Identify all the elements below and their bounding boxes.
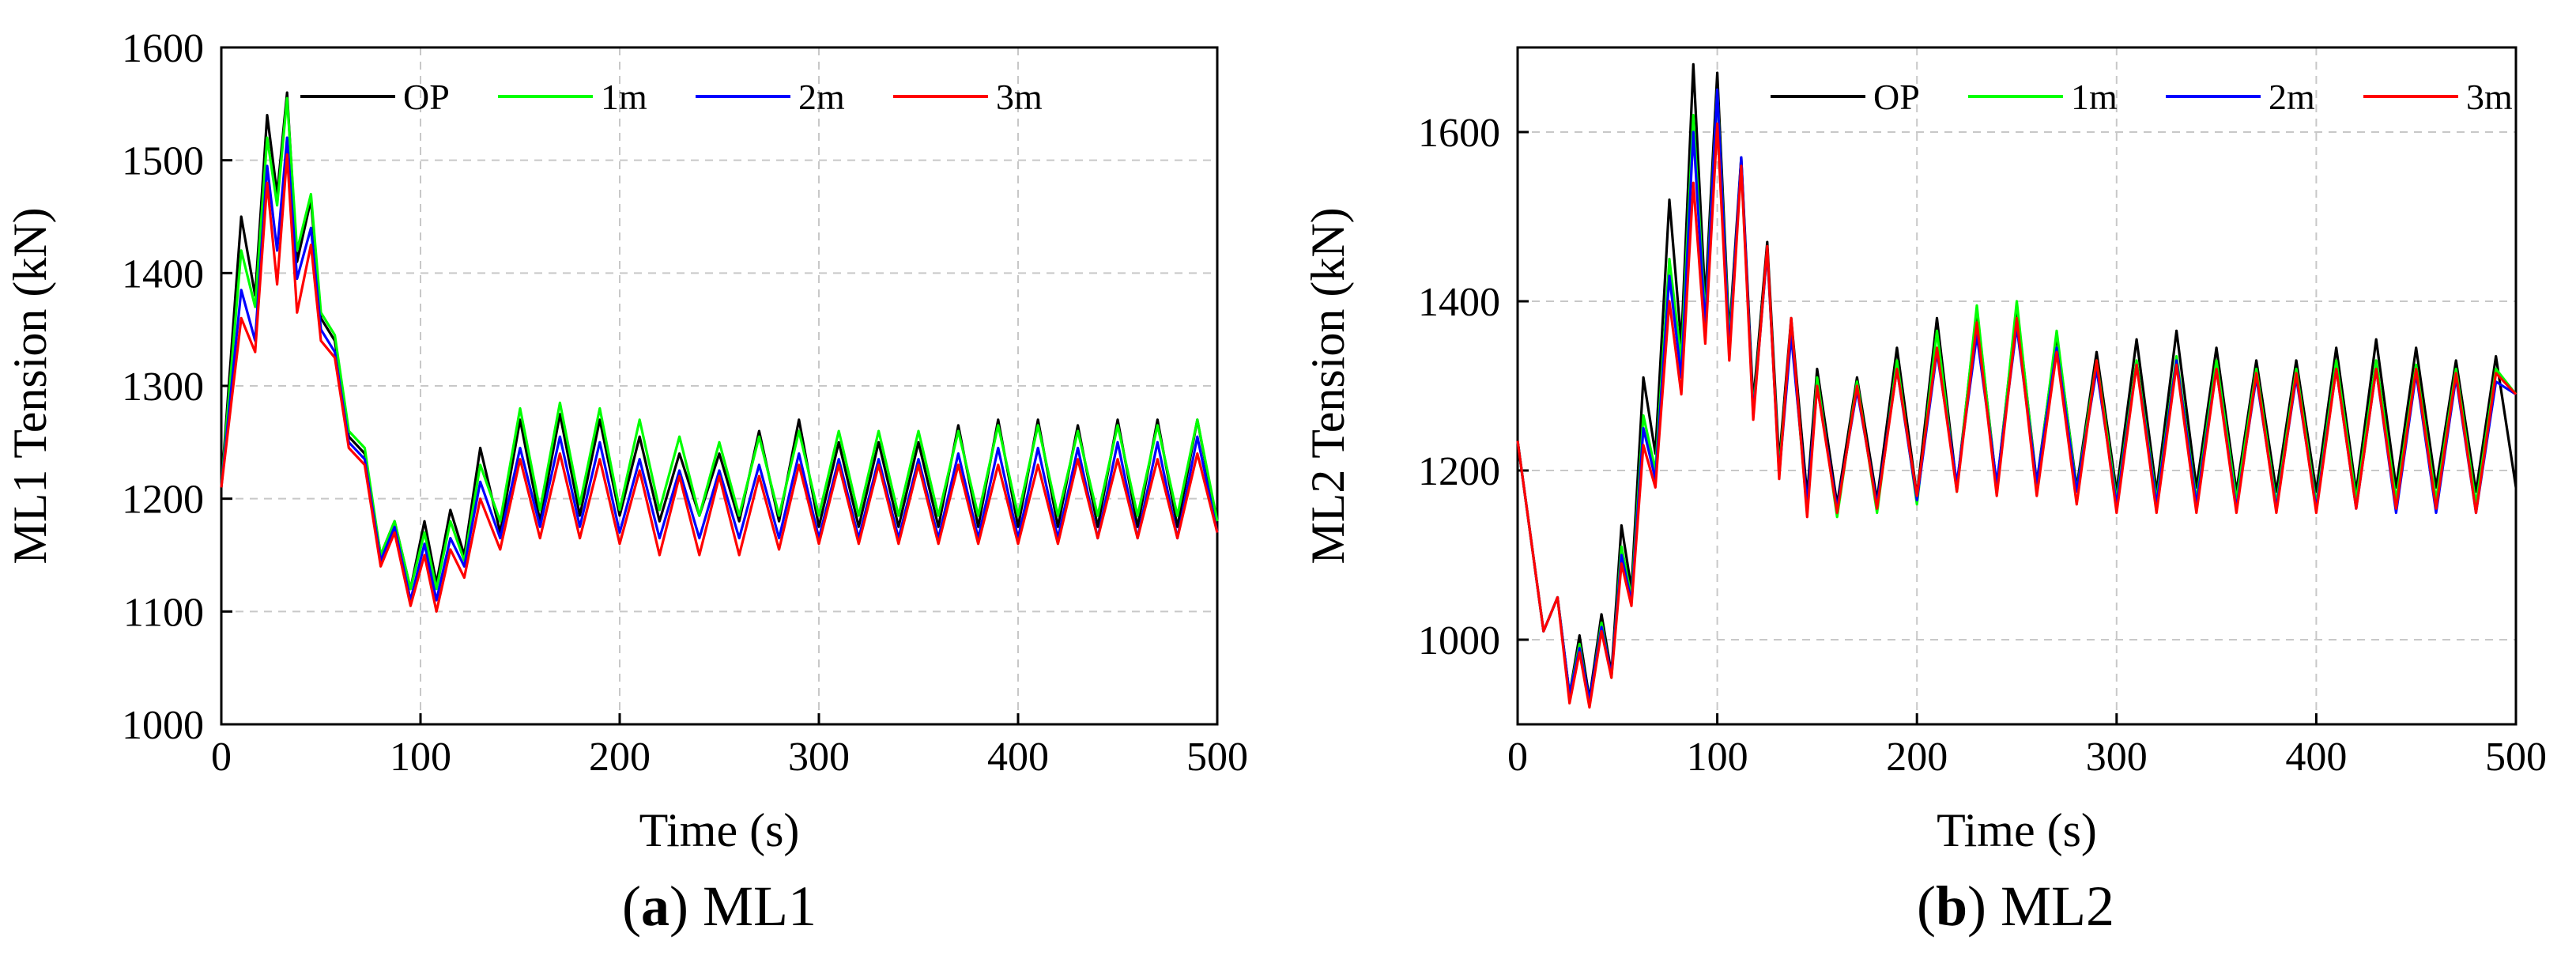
legend-label-3m: 3m [996,77,1043,117]
x-axis-label: Time (s) [1937,804,2097,856]
legend-label-1m: 1m [2071,77,2118,117]
ticks: 0 100 200 300 400 500 1000 1200 1400 1600 [1418,111,2547,780]
series-lines [1516,62,2518,709]
x-tick-label: 100 [1687,735,1748,780]
series-line-3m [220,153,1219,613]
series-line-2m [220,136,1219,602]
caption-paren-close: ) [669,875,703,938]
panel-caption: (b) ML2 [1917,875,2114,938]
y-tick-label: 1300 [122,365,204,410]
legend-label-2m: 2m [2269,77,2315,117]
caption-paren-open: ( [1917,875,1936,938]
series-line-2m [1516,88,2517,702]
y-axis-label: ML2 Tension (kN) [1302,207,1354,564]
gridlines [1518,47,2516,724]
y-tick-label: 1000 [122,703,204,748]
y-axis-label: ML1 Tension (kN) [4,207,56,564]
x-tick-label: 200 [589,735,651,780]
panel-label: b [1936,875,1967,938]
panel-a: 0 100 200 300 400 500 1000 1100 1200 1300 1400 1500… [4,26,1248,938]
x-tick-label: 500 [2485,735,2547,780]
legend-label-3m: 3m [2466,77,2513,117]
y-tick-label: 1600 [1418,111,1500,156]
panel-caption: (a) ML1 [622,875,817,938]
x-tick-label: 300 [788,735,850,780]
gridlines [221,47,1217,724]
legend-label-1m: 1m [601,77,647,117]
x-tick-label: 200 [1886,735,1948,780]
y-tick-label: 1500 [122,139,204,184]
series-line-1m [1516,88,2518,705]
series-line-1m [220,96,1219,591]
x-tick-label: 0 [1507,735,1528,780]
ticks: 0 100 200 300 400 500 1000 1100 1200 1300 1400 1500… [122,26,1248,780]
legend-label-op: OP [1873,77,1920,117]
y-tick-label: 1000 [1418,618,1500,663]
series-line-3m [1516,122,2518,709]
x-tick-label: 0 [211,735,232,780]
legend-label-2m: 2m [798,77,845,117]
caption-paren-close: ) [1967,875,2001,938]
y-tick-label: 1200 [1418,449,1500,494]
x-tick-label: 400 [2285,735,2347,780]
panel-caption-text: ML2 [2001,875,2114,938]
caption-paren-open: ( [622,875,641,938]
y-tick-label: 1600 [122,26,204,71]
x-tick-label: 500 [1186,735,1248,780]
y-tick-label: 1400 [122,251,204,297]
series-lines [220,91,1219,613]
panel-caption-text: ML1 [703,875,817,938]
series-line-op [1516,62,2518,701]
x-axis-label: Time (s) [639,804,800,856]
y-tick-label: 1400 [1418,280,1500,325]
x-tick-label: 300 [2086,735,2148,780]
y-tick-label: 1100 [123,590,204,635]
panel-label: a [641,875,669,938]
legend: OP 1m 2m 3m [1771,77,2513,117]
y-tick-label: 1200 [122,478,204,523]
x-tick-label: 400 [987,735,1049,780]
plot-frame [1516,46,2518,726]
legend-label-op: OP [403,77,450,117]
legend: OP 1m 2m 3m [300,77,1043,117]
x-tick-label: 100 [390,735,451,780]
panel-b: 0 100 200 300 400 500 1000 1200 1400 1600 OP 1m 2m 3… [1302,46,2547,938]
series-line-op [220,91,1219,591]
